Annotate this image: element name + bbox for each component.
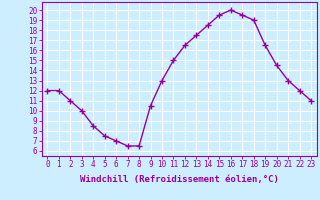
X-axis label: Windchill (Refroidissement éolien,°C): Windchill (Refroidissement éolien,°C) <box>80 175 279 184</box>
